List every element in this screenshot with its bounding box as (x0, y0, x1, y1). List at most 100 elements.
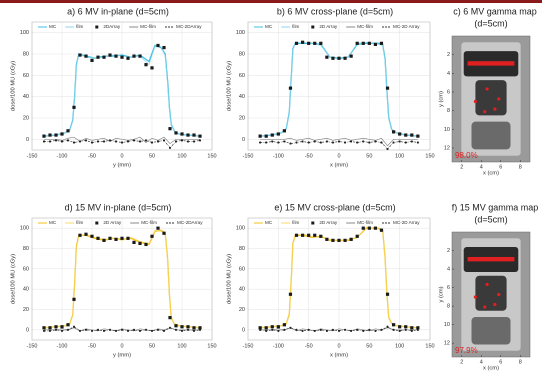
data-point (277, 325, 280, 328)
data-point (350, 55, 353, 58)
legend-label: 2D Array (319, 24, 338, 29)
x-tick-label: 0 (120, 343, 123, 349)
y-tick-label: 80 (239, 246, 245, 252)
x-tick-label: 50 (149, 153, 155, 159)
data-point (84, 55, 87, 58)
data-point (392, 130, 395, 133)
gamma-fail (493, 107, 496, 110)
data-point (386, 87, 389, 90)
x-tick-label: 8 (519, 359, 522, 365)
data-point (132, 55, 135, 58)
x-tick-label: -150 (242, 153, 253, 159)
legend-label: 2DArray (103, 24, 121, 29)
gamma-fail (483, 110, 486, 113)
gamma-fail (497, 293, 500, 296)
y-tick-label: 2 (447, 248, 450, 254)
data-point (368, 42, 371, 45)
annotation: 97.9% (455, 346, 478, 355)
y-axis-label: y (cm) (439, 286, 445, 302)
y-tick-label: 40 (239, 287, 245, 293)
x-tick-label: 0 (120, 153, 123, 159)
data-point (368, 227, 371, 230)
data-point (374, 227, 377, 230)
data-point (78, 53, 81, 56)
y-tick-label: 80 (23, 246, 29, 252)
data-point (192, 133, 195, 136)
legend-label: MC (49, 24, 57, 29)
panel: 24681012246898.0%c) 6 MV gamma map(d=5cm… (439, 6, 537, 176)
x-tick-label: 0 (337, 343, 340, 349)
legend-swatch (311, 26, 314, 29)
data-point (350, 238, 353, 241)
x-tick-label: -50 (88, 153, 96, 159)
gamma-fail (497, 97, 500, 100)
data-point (54, 325, 57, 328)
x-tick-label: 100 (395, 153, 404, 159)
legend-label: MC (265, 24, 273, 29)
data-point (120, 56, 123, 59)
y-tick-label: 60 (23, 266, 29, 272)
data-point (307, 42, 310, 45)
data-point (84, 233, 87, 236)
y-tick-label: 0 (26, 327, 29, 333)
y-tick-label: 100 (236, 226, 245, 232)
top-stripe (0, 0, 542, 3)
data-point (162, 46, 165, 49)
data-point (313, 42, 316, 45)
data-point (132, 241, 135, 244)
data-point (54, 133, 57, 136)
data-point (265, 135, 268, 138)
chart-title: b) 6 MV cross-plane (d=5cm) (277, 6, 393, 16)
data-point (319, 235, 322, 238)
data-point (380, 42, 383, 45)
legend-label: 2D Array (103, 220, 122, 225)
data-point (295, 234, 298, 237)
data-point (343, 57, 346, 60)
x-axis-label: y (mm) (113, 163, 131, 169)
data-point (410, 326, 413, 329)
y-tick-label: 0 (242, 327, 245, 333)
legend-label: film (292, 24, 299, 29)
data-point (108, 237, 111, 240)
data-point (174, 131, 177, 134)
data-point (114, 55, 117, 58)
chart-title: e) 15 MV cross-plane (d=5cm) (274, 202, 395, 212)
y-tick-label: 4 (447, 266, 450, 272)
x-tick-label: 2 (460, 359, 463, 365)
x-tick-label: 50 (366, 153, 372, 159)
x-tick-label: 150 (425, 343, 434, 349)
data-point (356, 235, 359, 238)
y-tick-label: 60 (239, 73, 245, 79)
x-tick-label: 150 (207, 343, 216, 349)
data-point (398, 132, 401, 135)
x-tick-label: 100 (177, 343, 186, 349)
data-point (78, 234, 81, 237)
data-point (102, 56, 105, 59)
chart-title: a) 6 MV in-plane (d=5cm) (67, 6, 169, 16)
data-point (168, 127, 171, 130)
data-point (90, 59, 93, 62)
x-tick-label: -150 (242, 343, 253, 349)
gamma-fail (483, 305, 486, 308)
x-axis-label: x (cm) (483, 171, 499, 177)
y-tick-label: 60 (239, 266, 245, 272)
x-tick-label: -50 (88, 343, 96, 349)
y-axis-label: dose/100 MU (cGy) (11, 254, 17, 304)
data-point (126, 237, 129, 240)
legend-label: MC-film (357, 220, 373, 225)
data-point (198, 135, 201, 138)
x-tick-label: 150 (425, 153, 434, 159)
data-point (356, 42, 359, 45)
legend-swatch (311, 222, 314, 225)
x-tick-label: -100 (273, 343, 284, 349)
y-tick-label: 100 (20, 226, 29, 232)
y-tick-label: 12 (444, 145, 450, 151)
legend-label: MC (49, 220, 57, 225)
data-point (325, 238, 328, 241)
data-point (144, 63, 147, 66)
figure: 020406080100-150-100-50050100150MCfilm2D… (0, 0, 542, 372)
gamma-block (472, 317, 511, 345)
data-point (192, 326, 195, 329)
data-point (337, 239, 340, 242)
